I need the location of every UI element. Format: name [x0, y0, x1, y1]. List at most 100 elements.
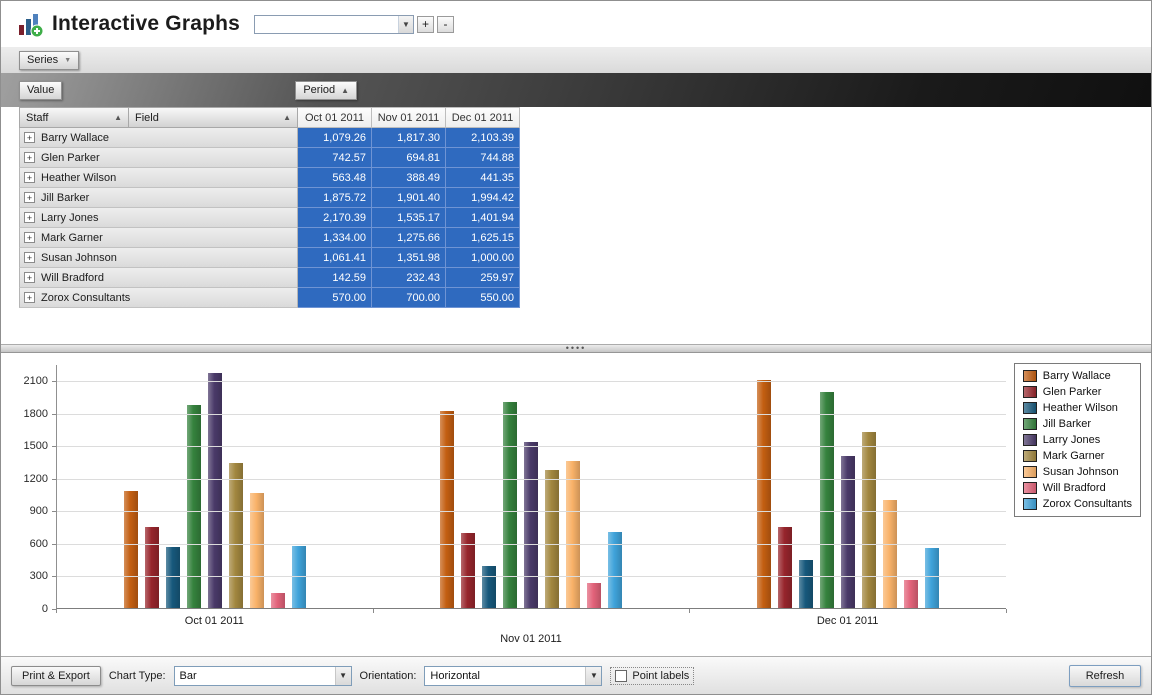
chevron-down-icon[interactable]: ▼: [398, 15, 414, 33]
legend-color-swatch: [1022, 402, 1037, 414]
value-field-button[interactable]: Value: [19, 80, 63, 100]
expand-icon[interactable]: +: [24, 252, 35, 263]
value-cell[interactable]: 570.00: [298, 288, 372, 308]
value-cell[interactable]: 563.48: [298, 168, 372, 188]
value-cell[interactable]: 1,875.72: [298, 188, 372, 208]
bar: [798, 560, 813, 608]
value-cell[interactable]: 744.88: [446, 148, 520, 168]
value-cell[interactable]: 1,351.98: [372, 248, 446, 268]
expand-icon[interactable]: +: [24, 212, 35, 223]
period-column-header[interactable]: Nov 01 2011: [372, 107, 446, 128]
table-row: + Heather Wilson 563.48 388.49 441.35: [19, 168, 1151, 188]
filter-icon[interactable]: ▼: [64, 56, 72, 64]
staff-row-header[interactable]: + Mark Garner: [19, 228, 298, 248]
bar: [145, 527, 160, 608]
bar: [524, 442, 539, 608]
staff-header-label: Staff: [26, 111, 49, 124]
field-column-header[interactable]: Field ▲: [129, 107, 298, 128]
chart-type-select[interactable]: Bar ▼: [173, 665, 352, 686]
staff-row-header[interactable]: + Jill Barker: [19, 188, 298, 208]
legend-series-label: Heather Wilson: [1042, 402, 1118, 414]
bar: [166, 547, 181, 608]
staff-row-header[interactable]: + Susan Johnson: [19, 248, 298, 268]
value-cell[interactable]: 1,275.66: [372, 228, 446, 248]
expand-icon[interactable]: +: [24, 152, 35, 163]
expand-icon[interactable]: +: [24, 292, 35, 303]
value-cell[interactable]: 1,625.15: [446, 228, 520, 248]
expand-icon[interactable]: +: [24, 232, 35, 243]
bar: [440, 411, 455, 608]
staff-row-header[interactable]: + Barry Wallace: [19, 128, 298, 148]
value-cell[interactable]: 441.35: [446, 168, 520, 188]
print-export-button[interactable]: Print & Export: [11, 665, 101, 686]
expand-icon[interactable]: +: [24, 192, 35, 203]
refresh-button[interactable]: Refresh: [1069, 664, 1141, 687]
staff-name: Zorox Consultants: [41, 291, 131, 304]
staff-name: Barry Wallace: [41, 131, 110, 144]
expand-icon[interactable]: +: [24, 272, 35, 283]
value-cell[interactable]: 1,901.40: [372, 188, 446, 208]
chart-panel: 0 300 600 900 1200 1500 1800 2100 Oct 01 2011 No…: [1, 353, 1151, 656]
value-cell[interactable]: 1,994.42: [446, 188, 520, 208]
value-cell[interactable]: 1,061.41: [298, 248, 372, 268]
value-cell[interactable]: 694.81: [372, 148, 446, 168]
period-field-button[interactable]: Period ▲: [295, 80, 358, 100]
bar: [271, 593, 286, 608]
staff-name: Mark Garner: [41, 231, 103, 244]
bar: [840, 456, 855, 608]
value-cell[interactable]: 1,079.26: [298, 128, 372, 148]
chevron-down-icon[interactable]: ▼: [585, 666, 602, 685]
expand-icon[interactable]: +: [24, 172, 35, 183]
value-cell[interactable]: 700.00: [372, 288, 446, 308]
value-cell[interactable]: 550.00: [446, 288, 520, 308]
point-labels-checkbox[interactable]: [615, 669, 628, 682]
chevron-down-icon[interactable]: ▼: [334, 666, 351, 685]
remove-graph-button[interactable]: -: [437, 15, 455, 33]
period-column-header[interactable]: Oct 01 2011: [298, 107, 372, 128]
add-graph-button[interactable]: +: [417, 15, 435, 33]
legend-item: Jill Barker: [1022, 418, 1132, 430]
point-labels-checkbox-group[interactable]: Point labels: [610, 666, 695, 685]
staff-row-header[interactable]: + Heather Wilson: [19, 168, 298, 188]
staff-row-header[interactable]: + Glen Parker: [19, 148, 298, 168]
value-cell[interactable]: 259.97: [446, 268, 520, 288]
period-field-label: Period: [303, 84, 336, 96]
orientation-select[interactable]: Horizontal ▼: [424, 665, 603, 686]
orientation-label: Orientation:: [359, 669, 417, 682]
legend-series-label: Larry Jones: [1042, 434, 1101, 446]
staff-column-header[interactable]: Staff ▲: [19, 107, 129, 128]
pivot-grid: Series ▼ Value Period ▲ Staff ▲ Field: [1, 47, 1151, 344]
series-field-button[interactable]: Series ▼: [19, 50, 80, 70]
chart-type-label: Chart Type:: [108, 669, 166, 682]
staff-name: Susan Johnson: [41, 251, 117, 264]
field-header-label: Field: [135, 111, 159, 124]
legend-series-label: Barry Wallace: [1042, 370, 1111, 382]
y-axis-tick-label: 1800: [23, 407, 48, 420]
value-cell[interactable]: 1,334.00: [298, 228, 372, 248]
value-cell[interactable]: 2,170.39: [298, 208, 372, 228]
staff-name: Glen Parker: [41, 151, 100, 164]
pivot-rows: + Barry Wallace 1,079.26 1,817.30 2,103.39 + G…: [19, 128, 1151, 308]
staff-row-header[interactable]: + Larry Jones: [19, 208, 298, 228]
bar: [924, 548, 939, 608]
x-axis-category-label: Nov 01 2011: [500, 633, 562, 645]
sort-ascending-icon: ▲: [114, 113, 122, 122]
value-cell[interactable]: 1,535.17: [372, 208, 446, 228]
splitter-handle[interactable]: ••••: [1, 343, 1151, 353]
staff-row-header[interactable]: + Will Bradford: [19, 268, 298, 288]
expand-icon[interactable]: +: [24, 132, 35, 143]
legend-series-label: Will Bradford: [1042, 482, 1106, 494]
value-cell[interactable]: 142.59: [298, 268, 372, 288]
staff-name: Heather Wilson: [41, 171, 117, 184]
graph-selector-combo[interactable]: ▼: [254, 14, 415, 34]
value-cell[interactable]: 1,401.94: [446, 208, 520, 228]
value-cell[interactable]: 1,817.30: [372, 128, 446, 148]
value-cell[interactable]: 2,103.39: [446, 128, 520, 148]
value-cell[interactable]: 1,000.00: [446, 248, 520, 268]
period-column-header[interactable]: Dec 01 2011: [446, 107, 520, 128]
value-cell[interactable]: 742.57: [298, 148, 372, 168]
value-cell[interactable]: 232.43: [372, 268, 446, 288]
bar: [461, 533, 476, 608]
value-cell[interactable]: 388.49: [372, 168, 446, 188]
staff-row-header[interactable]: + Zorox Consultants: [19, 288, 298, 308]
